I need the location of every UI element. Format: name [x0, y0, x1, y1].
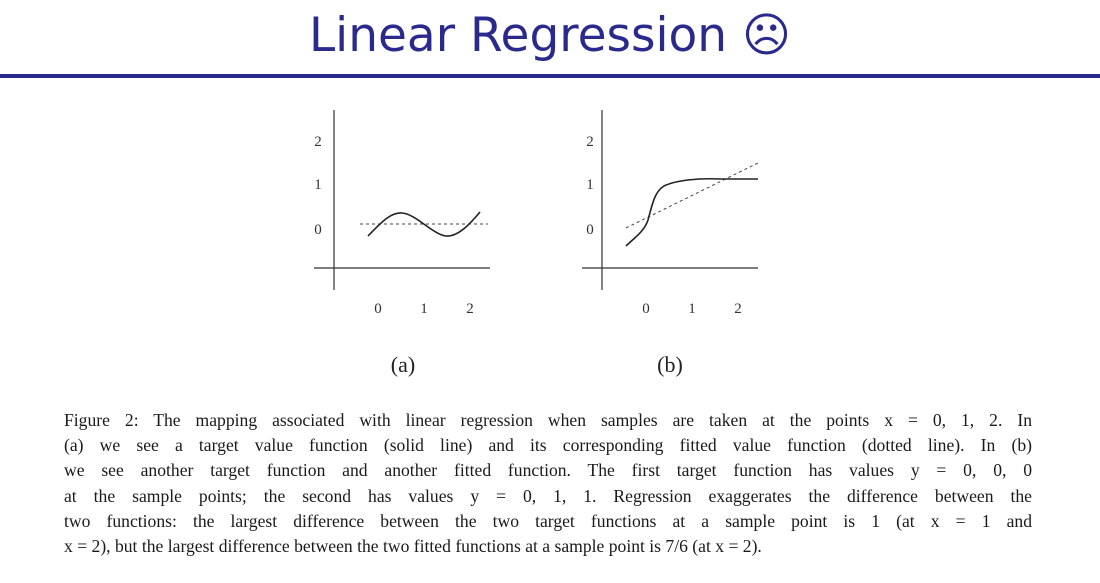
panel-b-y-tick: 1 — [586, 177, 594, 193]
figure-2: 2 1 0 0 1 2 (a) 2 1 0 0 1 2 (b) — [314, 110, 761, 377]
panel-b-y-tick: 0 — [586, 222, 594, 238]
panel-b-fitted-function — [625, 161, 761, 229]
caption-line: Figure 2: The mapping associated with li… — [64, 410, 1032, 430]
caption-line: (a) we see a target value function (soli… — [64, 435, 1032, 456]
figure-caption: Figure 2: The mapping associated with li… — [64, 408, 1032, 559]
panel-b-x-tick: 1 — [688, 301, 696, 317]
caption-line: two functions: the largest difference be… — [64, 510, 1032, 531]
caption-line: x = 2), but the largest difference betwe… — [64, 536, 762, 557]
caption-line: we see another target function and anoth… — [64, 460, 1032, 481]
panel-b: 2 1 0 0 1 2 (b) — [582, 110, 761, 377]
panel-b-x-tick: 0 — [642, 301, 650, 317]
panel-a-y-tick: 1 — [314, 177, 322, 193]
panel-b-x-tick: 2 — [734, 301, 742, 317]
panel-a-x-tick: 1 — [420, 301, 428, 317]
panel-a-x-tick: 0 — [374, 301, 382, 317]
slide-title: Linear Regression ☹ — [308, 8, 792, 63]
panel-b-y-tick: 2 — [586, 134, 594, 150]
panel-b-label: (b) — [657, 352, 683, 377]
caption-line: at the sample points; the second has val… — [64, 485, 1032, 506]
panel-a-y-tick: 0 — [314, 222, 322, 238]
title-underline — [0, 74, 1100, 78]
panel-a-y-tick: 2 — [314, 134, 322, 150]
panel-b-target-function — [625, 177, 758, 247]
panel-a-target-function — [367, 211, 481, 237]
panel-a-label: (a) — [391, 352, 415, 377]
panel-a-x-tick: 2 — [466, 301, 474, 317]
panel-a: 2 1 0 0 1 2 (a) — [314, 110, 490, 377]
